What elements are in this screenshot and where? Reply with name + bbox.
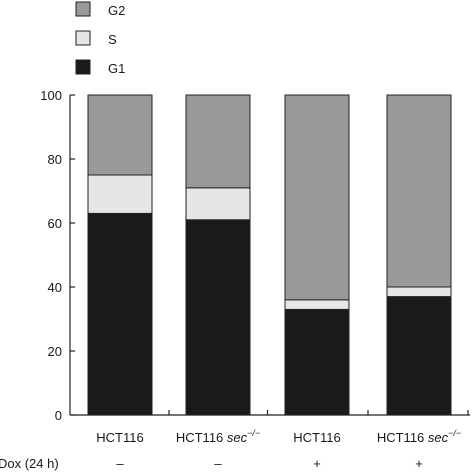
- x-tick-label: HCT116: [293, 430, 340, 445]
- y-tick-label: 20: [48, 344, 62, 359]
- legend-label-s: S: [108, 32, 117, 47]
- x-tick-label: HCT116 sec−/−: [176, 428, 260, 445]
- y-tick-label: 100: [40, 88, 62, 103]
- y-tick-label: 80: [48, 152, 62, 167]
- legend: G2 S G1: [75, 1, 125, 76]
- treatment-value: +: [415, 456, 423, 471]
- bar-segment-g2: [386, 94, 452, 288]
- y-tick-label: 40: [48, 280, 62, 295]
- legend-swatch-g2: [75, 1, 91, 17]
- bar-segment-g2: [284, 94, 350, 301]
- legend-swatch-s: [75, 30, 91, 46]
- legend-label-g1: G1: [108, 61, 125, 76]
- legend-swatch-g1: [75, 59, 91, 75]
- treatment-label: Dox (24 h): [0, 456, 59, 471]
- x-tick-label: HCT116: [96, 430, 143, 445]
- bars: [87, 94, 452, 416]
- treatment-value: –: [214, 456, 222, 471]
- treatment-value: –: [116, 456, 124, 471]
- y-tick-label: 60: [48, 216, 62, 231]
- bar-segment-g1: [386, 296, 452, 416]
- x-tick-label: HCT116 sec−/−: [377, 428, 461, 445]
- bar-segment-s: [87, 174, 153, 214]
- bar-segment-s: [284, 299, 350, 310]
- bar-segment-g1: [87, 212, 153, 416]
- treatment-value: +: [313, 456, 321, 471]
- y-tick-label: 0: [55, 408, 62, 423]
- bar-segment-s: [185, 187, 251, 221]
- x-tick-labels: HCT116 HCT116 sec−/− HCT116 HCT116 sec−/−: [96, 428, 461, 445]
- bar-segment-g2: [87, 94, 153, 176]
- bar-segment-g1: [185, 219, 251, 416]
- bar-segment-s: [386, 286, 452, 298]
- legend-label-g2: G2: [108, 3, 125, 18]
- treatment-row: Dox (24 h) – – + +: [0, 456, 423, 471]
- bar-segment-g2: [185, 94, 251, 189]
- bar-segment-g1: [284, 308, 350, 416]
